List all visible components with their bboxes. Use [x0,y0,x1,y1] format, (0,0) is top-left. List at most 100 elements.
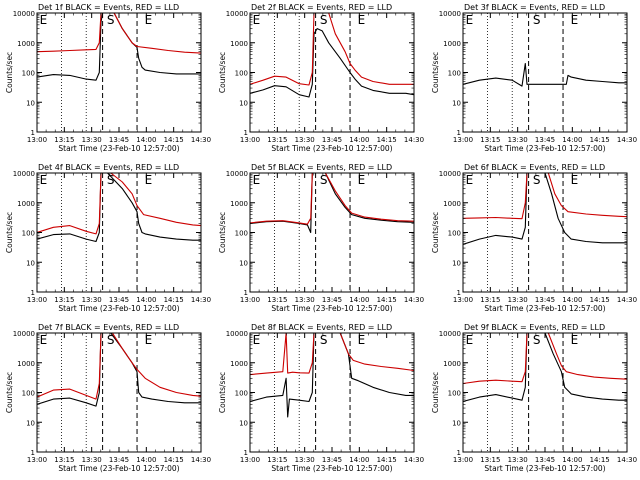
x-tick-label: 13:15 [480,136,500,144]
y-tick-label: 10000 [439,170,461,178]
y-tick-label: 10000 [226,170,248,178]
series-group [250,173,414,234]
event-marker-label: E [145,173,153,187]
event-marker-label: E [40,333,48,347]
series-group [37,333,201,407]
y-axis-label: Counts/sec [218,212,227,253]
series-line-events [463,333,627,403]
x-axis-label: Start Time (23-Feb-10 12:57:00) [484,304,605,313]
y-tick-label: 1000 [443,200,461,208]
event-marker-label: E [466,333,474,347]
x-axis-label: Start Time (23-Feb-10 12:57:00) [58,144,179,153]
y-tick-label: 100 [448,70,461,78]
event-marker-label: E [253,173,261,187]
series-line-events [463,62,627,87]
chart-title: Det 4f BLACK = Events, RED = LLD [38,163,179,172]
y-axis-label: Counts/sec [5,212,14,253]
y-tick-label: 10 [452,99,461,107]
x-tick-label: 14:15 [590,456,610,464]
x-tick-label: 13:45 [535,456,555,464]
series-line-lld [37,333,201,400]
chart-title: Det 6f BLACK = Events, RED = LLD [464,163,605,172]
x-axis-label: Start Time (23-Feb-10 12:57:00) [271,464,392,473]
y-axis-label: Counts/sec [218,52,227,93]
x-tick-label: 13:00 [240,456,260,464]
x-tick-label: 13:30 [82,296,102,304]
series-line-lld [463,173,627,220]
series-group [37,13,201,81]
y-axis-label: Counts/sec [5,372,14,413]
y-tick-label: 10 [452,259,461,267]
x-tick-label: 13:00 [27,456,47,464]
event-marker-label: E [253,13,261,27]
x-tick-label: 14:15 [590,296,610,304]
series-group [463,173,627,245]
x-tick-label: 14:00 [349,136,369,144]
event-marker-label: E [40,13,48,27]
x-tick-label: 14:00 [562,136,582,144]
x-axis-label: Start Time (23-Feb-10 12:57:00) [271,144,392,153]
y-tick-label: 1 [31,449,35,457]
x-tick-label: 13:30 [82,456,102,464]
y-axis-label: Counts/sec [431,212,440,253]
y-tick-label: 10 [452,419,461,427]
x-tick-label: 13:30 [508,296,528,304]
series-line-lld [37,173,201,235]
event-marker-label: E [466,13,474,27]
x-tick-label: 13:45 [109,136,129,144]
x-tick-label: 14:15 [590,136,610,144]
y-tick-label: 10000 [439,10,461,18]
y-tick-label: 1 [244,289,248,297]
x-tick-label: 13:00 [240,136,260,144]
y-tick-label: 1 [244,449,248,457]
x-tick-label: 13:15 [267,456,287,464]
event-marker-label: E [358,173,366,187]
y-tick-label: 1000 [17,200,35,208]
y-tick-label: 10 [26,259,35,267]
x-tick-label: 13:00 [453,296,473,304]
x-tick-label: 13:15 [54,296,74,304]
event-marker-label: E [571,173,579,187]
y-tick-label: 1 [457,129,461,137]
event-marker-label: S [107,333,115,347]
series-line-lld [250,333,414,376]
series-group [37,173,201,243]
x-tick-label: 14:00 [562,456,582,464]
x-tick-label: 13:00 [27,136,47,144]
event-marker-label: S [320,333,328,347]
x-axis-label: Start Time (23-Feb-10 12:57:00) [58,464,179,473]
series-line-lld [250,13,414,86]
event-marker-label: E [145,13,153,27]
event-marker-label: S [320,173,328,187]
event-marker-label: S [107,13,115,27]
y-tick-label: 10 [26,419,35,427]
chart-title: Det 1f BLACK = Events, RED = LLD [38,3,179,12]
x-tick-label: 13:30 [508,456,528,464]
x-tick-label: 14:00 [136,456,156,464]
x-axis-label: Start Time (23-Feb-10 12:57:00) [58,304,179,313]
series-line-lld [463,333,627,385]
x-tick-label: 14:15 [377,296,397,304]
x-tick-label: 14:30 [617,296,637,304]
y-tick-label: 100 [22,390,35,398]
y-tick-label: 1 [457,449,461,457]
x-tick-label: 14:00 [562,296,582,304]
x-tick-label: 14:30 [191,296,211,304]
x-tick-label: 14:15 [164,136,184,144]
x-axis-label: Start Time (23-Feb-10 12:57:00) [484,464,605,473]
x-tick-label: 13:45 [535,136,555,144]
x-tick-label: 13:45 [109,456,129,464]
x-tick-label: 14:00 [136,136,156,144]
y-tick-label: 100 [22,230,35,238]
y-tick-label: 100 [235,70,248,78]
x-tick-label: 13:30 [295,456,315,464]
y-tick-label: 1000 [230,360,248,368]
chart-title: Det 2f BLACK = Events, RED = LLD [251,3,392,12]
